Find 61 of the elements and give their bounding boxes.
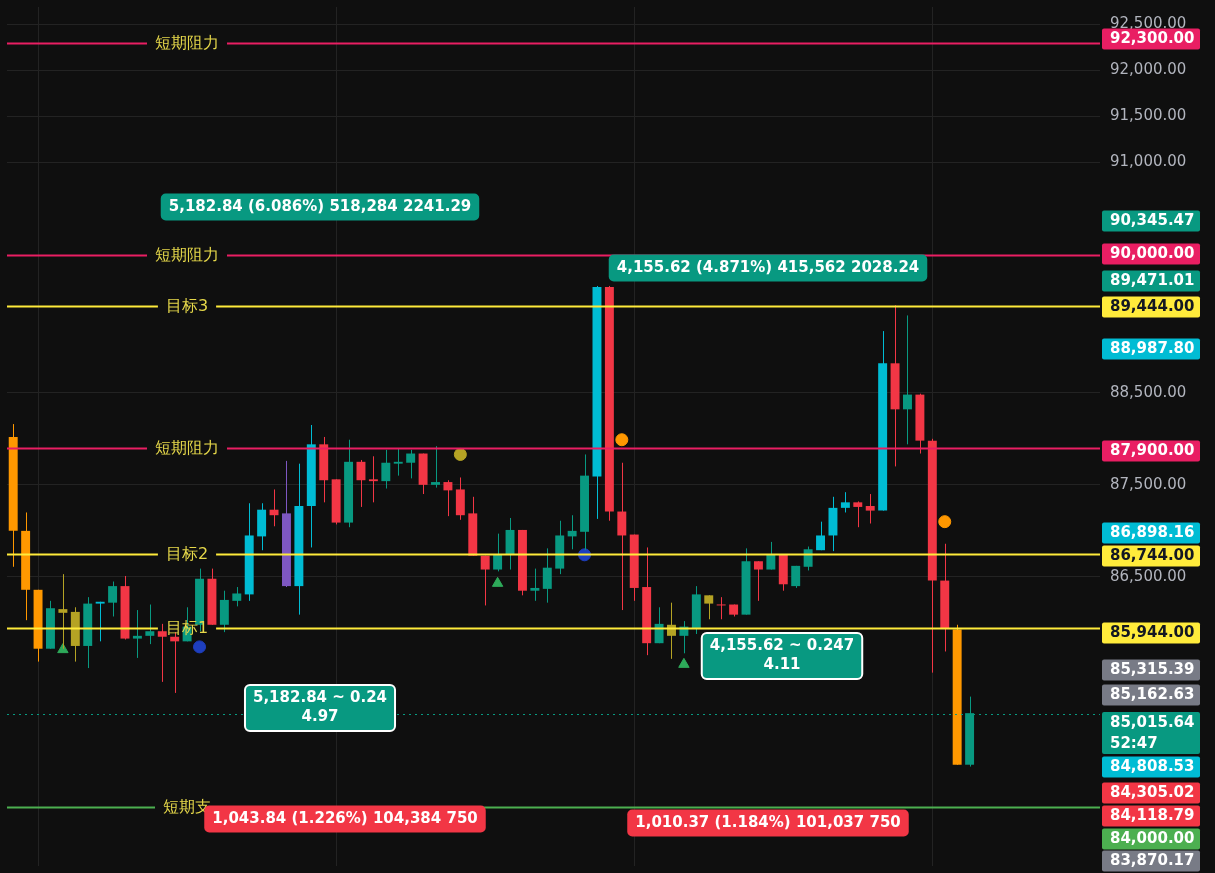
point	[615, 433, 629, 447]
text: 89,444.00	[1110, 297, 1195, 316]
text: 84,000.00	[1110, 829, 1195, 848]
text: 90,000.00	[1110, 244, 1195, 263]
candlestick	[455, 476, 465, 521]
annotation: 1,043.84 (1.226%) 104,384 750	[212, 808, 478, 827]
text: 83,870.17	[1110, 851, 1195, 870]
annotation: 4,155.62 (4.871%) 415,562 2028.24	[616, 257, 920, 276]
ref-line-label: 短期阻力	[155, 244, 219, 264]
text: 86,898.16	[1110, 523, 1195, 542]
text: 85,015.64 52:47	[1110, 712, 1195, 752]
candlestick	[530, 568, 540, 602]
candlestick	[232, 586, 242, 607]
text: 84,305.02	[1110, 783, 1195, 802]
candlestick	[853, 500, 863, 528]
candlestick	[753, 560, 763, 602]
text: 85,315.39	[1110, 660, 1195, 679]
y-tick-label: 92,000.00	[1110, 60, 1187, 79]
text: 89,471.01	[1110, 271, 1195, 290]
candlestick	[368, 455, 378, 503]
point	[938, 515, 952, 529]
candlestick	[108, 581, 118, 617]
ref-line-label: 短期阻力	[155, 437, 219, 457]
candlestick	[816, 521, 826, 551]
candlestick	[393, 447, 403, 477]
text: 90,345.47	[1110, 211, 1195, 230]
annotation: 5,182.84 (6.086%) 518,284 2241.29	[168, 196, 472, 215]
annotation: 4,155.62 ~ 0.247 4.11	[709, 636, 855, 674]
text: 86,744.00	[1110, 546, 1195, 565]
point	[57, 643, 69, 654]
y-tick-label: 91,500.00	[1110, 106, 1187, 125]
candlestick	[132, 609, 142, 659]
y-tick-label: 88,500.00	[1110, 382, 1187, 401]
text: 84,808.53	[1110, 757, 1195, 776]
point	[193, 640, 207, 654]
text: 87,900.00	[1110, 441, 1195, 460]
candlestick	[840, 491, 850, 513]
ref-line-label: 短期阻力	[155, 32, 219, 52]
text: 84,118.79	[1110, 806, 1195, 825]
candlestick	[219, 590, 229, 633]
ref-line-label: 目标3	[165, 295, 209, 315]
text: 85,162.63	[1110, 685, 1195, 704]
candlestick	[145, 604, 155, 645]
point	[491, 576, 504, 587]
point	[678, 657, 690, 668]
y-tick-label: 87,500.00	[1110, 474, 1187, 493]
annotation: 5,182.84 ~ 0.24 4.97	[252, 688, 388, 726]
candlestick	[344, 439, 354, 528]
candlestick	[157, 623, 167, 683]
annotation: 1,010.37 (1.184%) 101,037 750	[635, 812, 901, 831]
candlestick	[331, 478, 341, 525]
candlestick	[431, 445, 440, 489]
candlestick	[480, 555, 490, 606]
y-tick-label: 91,000.00	[1110, 152, 1187, 171]
candlestick	[95, 601, 105, 642]
text: 85,944.00	[1110, 623, 1195, 642]
ref-line-label: 目标2	[165, 543, 209, 563]
y-tick-label: 86,500.00	[1110, 566, 1187, 585]
candlestick	[704, 594, 714, 620]
candlestick	[865, 493, 875, 525]
text: 88,987.80	[1110, 339, 1195, 358]
